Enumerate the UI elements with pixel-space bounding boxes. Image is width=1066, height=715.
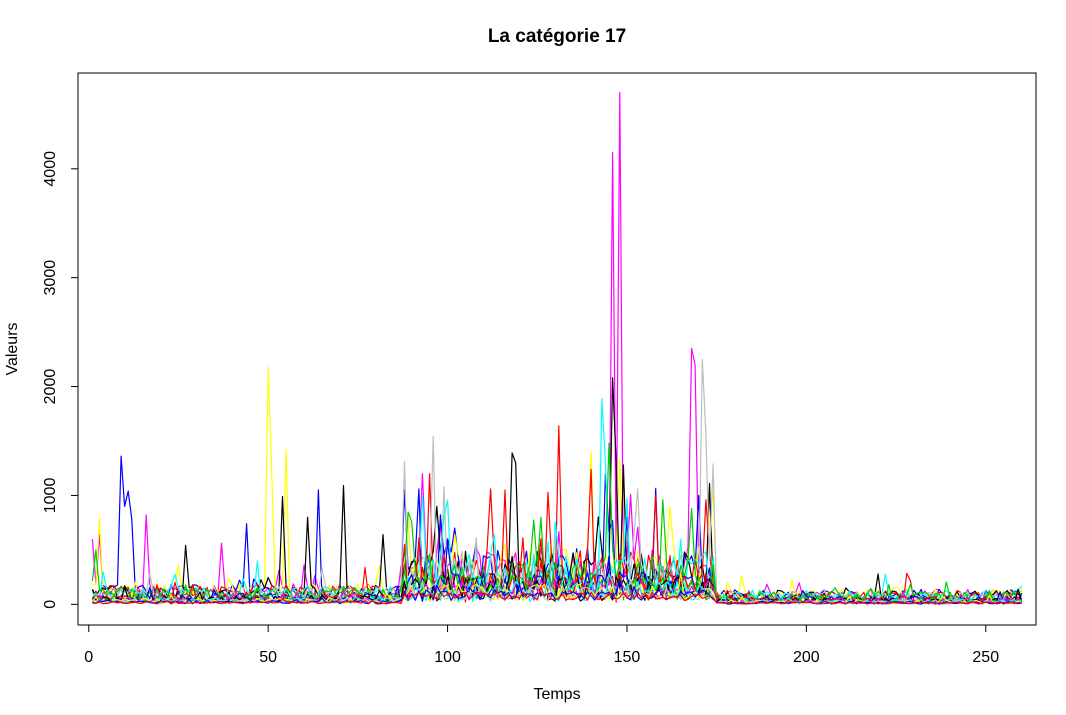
- series-line: [92, 397, 1023, 604]
- y-tick-label: 2000: [42, 369, 59, 405]
- x-axis: 0 50 100 150 200 250: [84, 624, 999, 666]
- y-tick-label: 0: [42, 600, 59, 609]
- x-tick-label: 250: [972, 649, 999, 666]
- y-tick-label: 4000: [42, 151, 59, 187]
- x-axis-label: Temps: [533, 686, 580, 703]
- chart-title: La catégorie 17: [488, 26, 626, 47]
- x-tick-label: 200: [793, 649, 820, 666]
- x-tick-label: 100: [434, 649, 461, 666]
- x-tick-label: 150: [614, 649, 641, 666]
- y-tick-label: 1000: [42, 478, 59, 514]
- series-line: [92, 586, 1022, 605]
- x-tick-label: 50: [259, 649, 277, 666]
- y-tick-label: 3000: [42, 260, 59, 296]
- series-line: [92, 366, 1023, 604]
- y-axis-label: Valeurs: [4, 322, 21, 375]
- series-layer: [91, 91, 1023, 605]
- y-axis: 0 1000 2000 3000 4000: [42, 151, 79, 609]
- x-tick-label: 0: [84, 649, 93, 666]
